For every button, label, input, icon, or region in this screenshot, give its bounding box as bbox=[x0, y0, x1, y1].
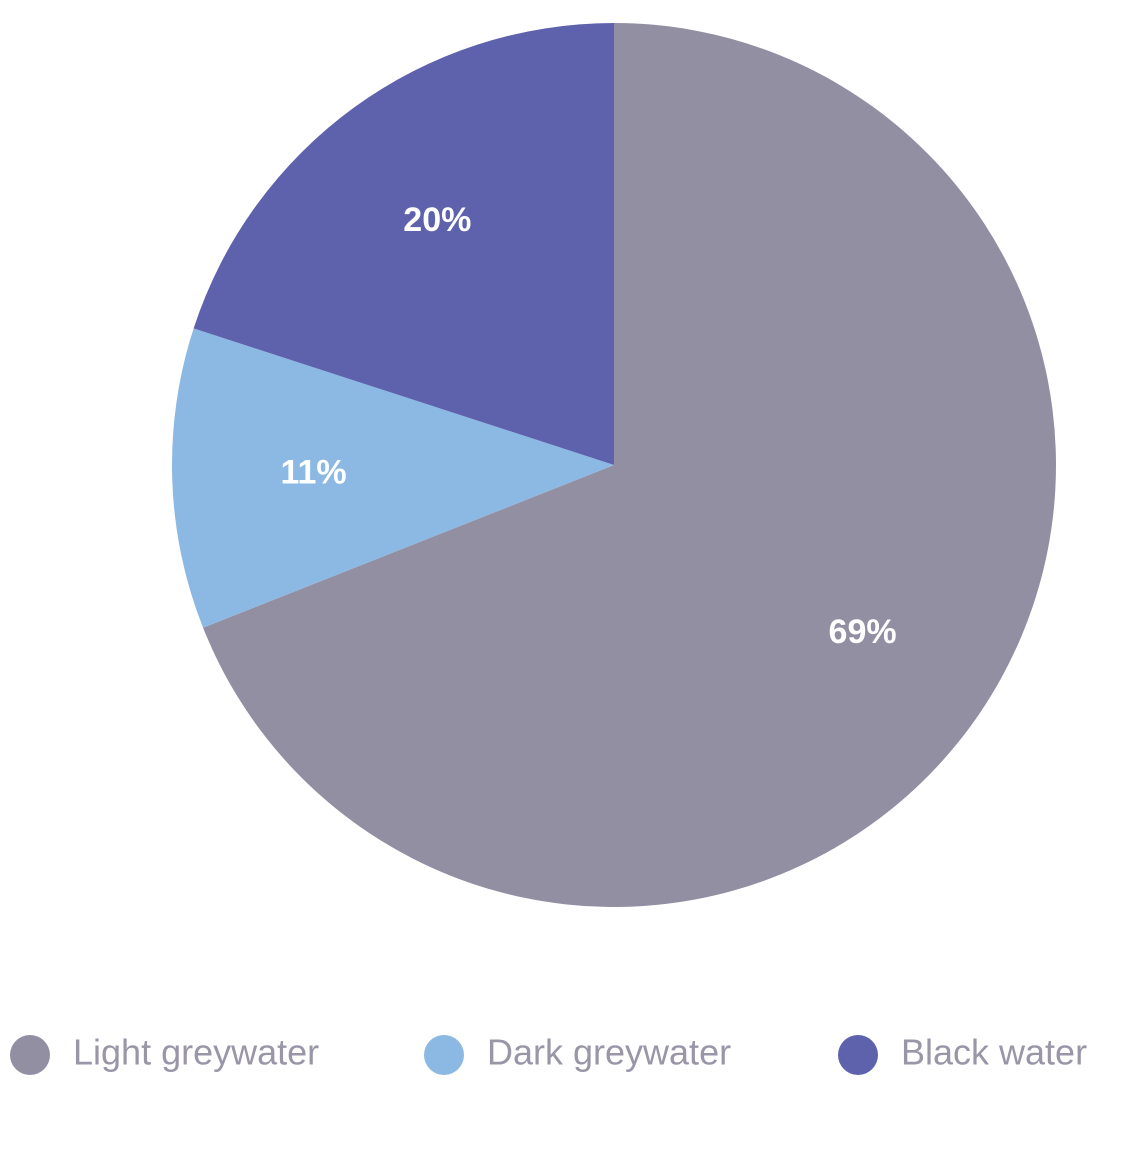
legend-label: Black water bbox=[901, 1032, 1087, 1073]
pie-slice bbox=[193, 23, 614, 465]
pie-slice bbox=[172, 328, 614, 628]
pie-slice bbox=[203, 23, 1056, 907]
data-label: 11% bbox=[280, 453, 346, 491]
legend-swatch bbox=[10, 1035, 50, 1075]
legend-label: Light greywater bbox=[73, 1032, 319, 1073]
data-label: 69% bbox=[829, 613, 897, 651]
legend-swatch bbox=[838, 1035, 878, 1075]
data-label: 20% bbox=[403, 201, 471, 239]
legend-swatch bbox=[424, 1035, 464, 1075]
legend-label: Dark greywater bbox=[487, 1032, 731, 1073]
